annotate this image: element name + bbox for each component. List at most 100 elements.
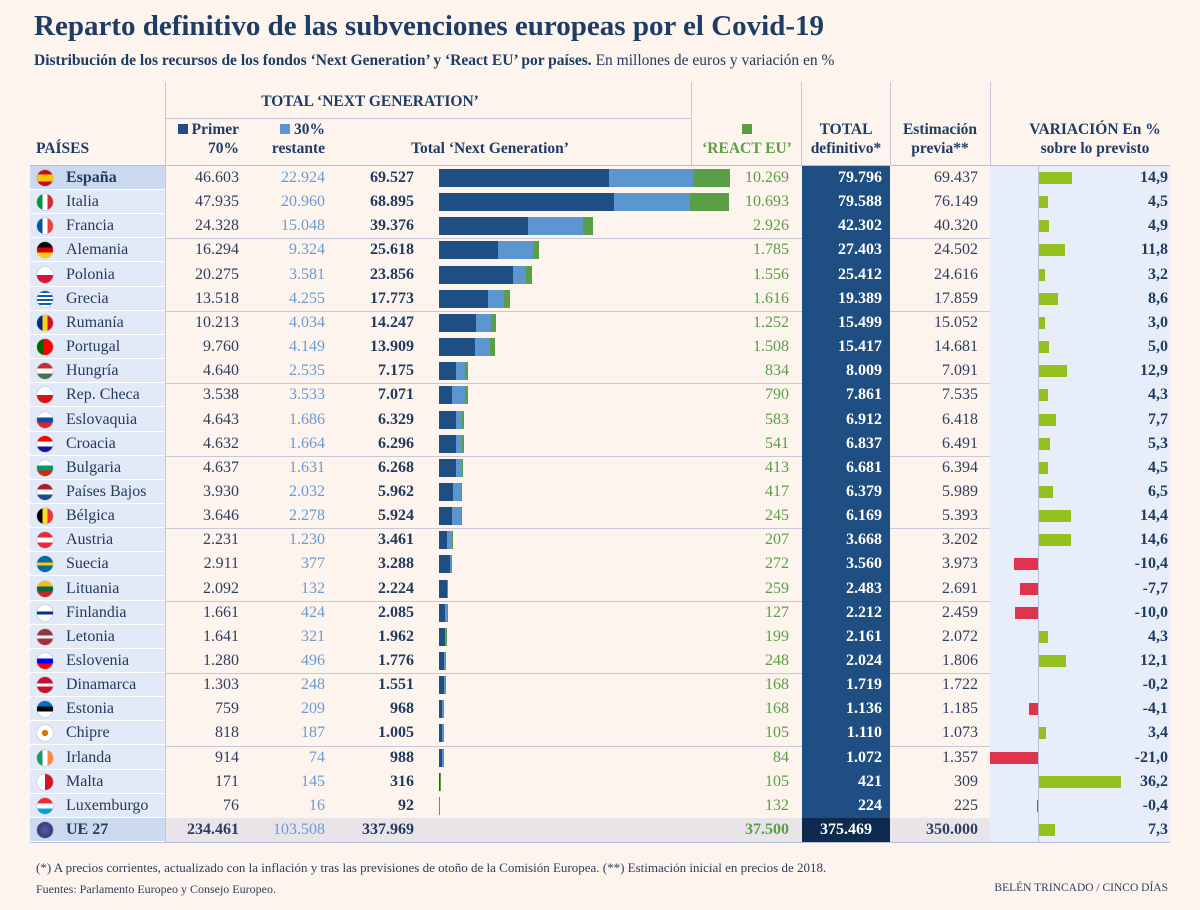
row-separator xyxy=(30,286,165,287)
total-definitivo-value: 6.837 xyxy=(846,435,882,452)
credit: BELÉN TRINCADO / CINCO DÍAS xyxy=(994,882,1168,894)
previa-value: 225 xyxy=(954,797,978,814)
restante-value: 9.324 xyxy=(289,241,325,258)
total-ng-value: 23.856 xyxy=(370,266,414,283)
primer-value: 3.646 xyxy=(203,507,239,524)
primer-value: 3.930 xyxy=(203,483,239,500)
primer-value: 10.213 xyxy=(195,314,239,331)
bar-primer xyxy=(439,724,442,742)
bar-restante xyxy=(445,604,447,622)
country-name: Chipre xyxy=(66,724,110,741)
restante-value: 1.664 xyxy=(289,435,325,452)
restante-value: 321 xyxy=(301,628,325,645)
country-name: Lituania xyxy=(66,580,120,597)
bar-restante xyxy=(513,266,527,284)
bar-primer xyxy=(439,193,614,211)
restante-value: 103.508 xyxy=(273,821,325,838)
sources: Fuentes: Parlamento Europeo y Consejo Eu… xyxy=(36,882,276,896)
bar-restante xyxy=(447,531,452,549)
variation-bar xyxy=(1038,534,1072,546)
bar-primer xyxy=(439,241,499,259)
bar-react xyxy=(690,193,730,211)
variation-value: 4,5 xyxy=(1148,193,1168,210)
variation-value: 3,2 xyxy=(1148,266,1168,283)
row-separator xyxy=(30,551,165,552)
group-separator xyxy=(165,383,802,384)
bar-restante xyxy=(474,338,490,356)
total-definitivo-value: 1.136 xyxy=(846,700,882,717)
previa-value: 350.000 xyxy=(926,821,978,838)
restante-value: 187 xyxy=(301,724,325,741)
previa-value: 6.418 xyxy=(942,411,978,428)
row-separator xyxy=(30,237,165,238)
row-separator xyxy=(30,382,165,383)
flag-icon xyxy=(37,363,53,379)
restante-value: 145 xyxy=(301,773,325,790)
header-variacion: VARIACIÓN En % sobre lo previsto xyxy=(1000,120,1190,158)
group-separator xyxy=(890,746,990,747)
total-definitivo-value: 375.469 xyxy=(802,818,890,842)
flag-icon xyxy=(37,242,53,258)
total-definitivo-value: 2.212 xyxy=(846,604,882,621)
total-ng-value: 14.247 xyxy=(370,314,414,331)
header-primer: Primer 70% xyxy=(165,120,239,158)
restante-value: 22.924 xyxy=(281,169,325,186)
variation-value: 4,9 xyxy=(1148,217,1168,234)
primer-value: 47.935 xyxy=(195,193,239,210)
row-separator xyxy=(30,769,165,770)
row-separator xyxy=(30,189,165,190)
bar-primer xyxy=(439,604,446,622)
total-ng-value: 316 xyxy=(390,773,414,790)
previa-value: 7.091 xyxy=(942,362,978,379)
flag-icon xyxy=(37,750,53,766)
bar-restante xyxy=(527,217,583,235)
bar-restante xyxy=(449,555,451,573)
bar-react xyxy=(460,507,462,525)
total-ng-value: 1.776 xyxy=(378,652,414,669)
variation-bar xyxy=(1020,583,1038,595)
header-total-line1: TOTAL xyxy=(819,121,873,138)
flag-icon xyxy=(37,170,53,186)
bar-react xyxy=(464,386,468,404)
group-separator xyxy=(890,673,990,674)
header-var-line1: VARIACIÓN En % xyxy=(1029,121,1161,138)
variation-value: 8,6 xyxy=(1148,290,1168,307)
total-definitivo-value: 25.412 xyxy=(838,266,882,283)
legend-restante-swatch xyxy=(280,124,290,134)
variation-bar xyxy=(1028,703,1038,715)
primer-value: 818 xyxy=(215,724,239,741)
total-ng-value: 6.329 xyxy=(378,411,414,428)
country-name: Eslovenia xyxy=(66,652,130,669)
bar-restante xyxy=(452,507,461,525)
bar-react xyxy=(451,531,453,549)
group-separator xyxy=(165,673,802,674)
flag-icon xyxy=(37,677,53,693)
total-ng-value: 1.962 xyxy=(378,628,414,645)
react-value: 790 xyxy=(765,386,789,403)
react-value: 37.500 xyxy=(745,821,789,838)
flag-icon xyxy=(37,315,53,331)
restante-value: 209 xyxy=(301,700,325,717)
country-name: Estonia xyxy=(66,700,114,717)
variation-value: -7,7 xyxy=(1142,580,1168,597)
primer-value: 20.275 xyxy=(195,266,239,283)
bar-primer xyxy=(439,266,513,284)
total-definitivo-value: 1.719 xyxy=(846,676,882,693)
variation-bar xyxy=(1038,172,1072,184)
bar-primer xyxy=(439,700,442,718)
variation-bar xyxy=(1015,607,1038,619)
group-separator xyxy=(165,456,802,457)
bar-restante xyxy=(455,435,462,453)
group-separator xyxy=(165,746,802,747)
variation-value: -0,2 xyxy=(1142,676,1168,693)
bar-restante xyxy=(441,700,443,718)
previa-value: 3.973 xyxy=(942,555,978,572)
total-ng-value: 3.288 xyxy=(378,555,414,572)
bar-primer xyxy=(439,169,610,187)
variation-value: 12,9 xyxy=(1140,362,1168,379)
bar-primer xyxy=(439,362,456,380)
variation-value: -10,4 xyxy=(1134,555,1168,572)
total-ng-value: 1.005 xyxy=(378,724,414,741)
total-definitivo-value: 2.024 xyxy=(846,652,882,669)
react-value: 541 xyxy=(765,435,789,452)
